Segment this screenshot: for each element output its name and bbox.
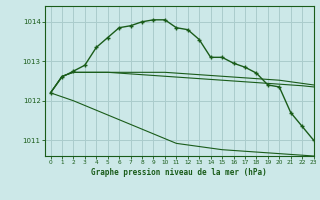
X-axis label: Graphe pression niveau de la mer (hPa): Graphe pression niveau de la mer (hPa) bbox=[91, 168, 267, 177]
